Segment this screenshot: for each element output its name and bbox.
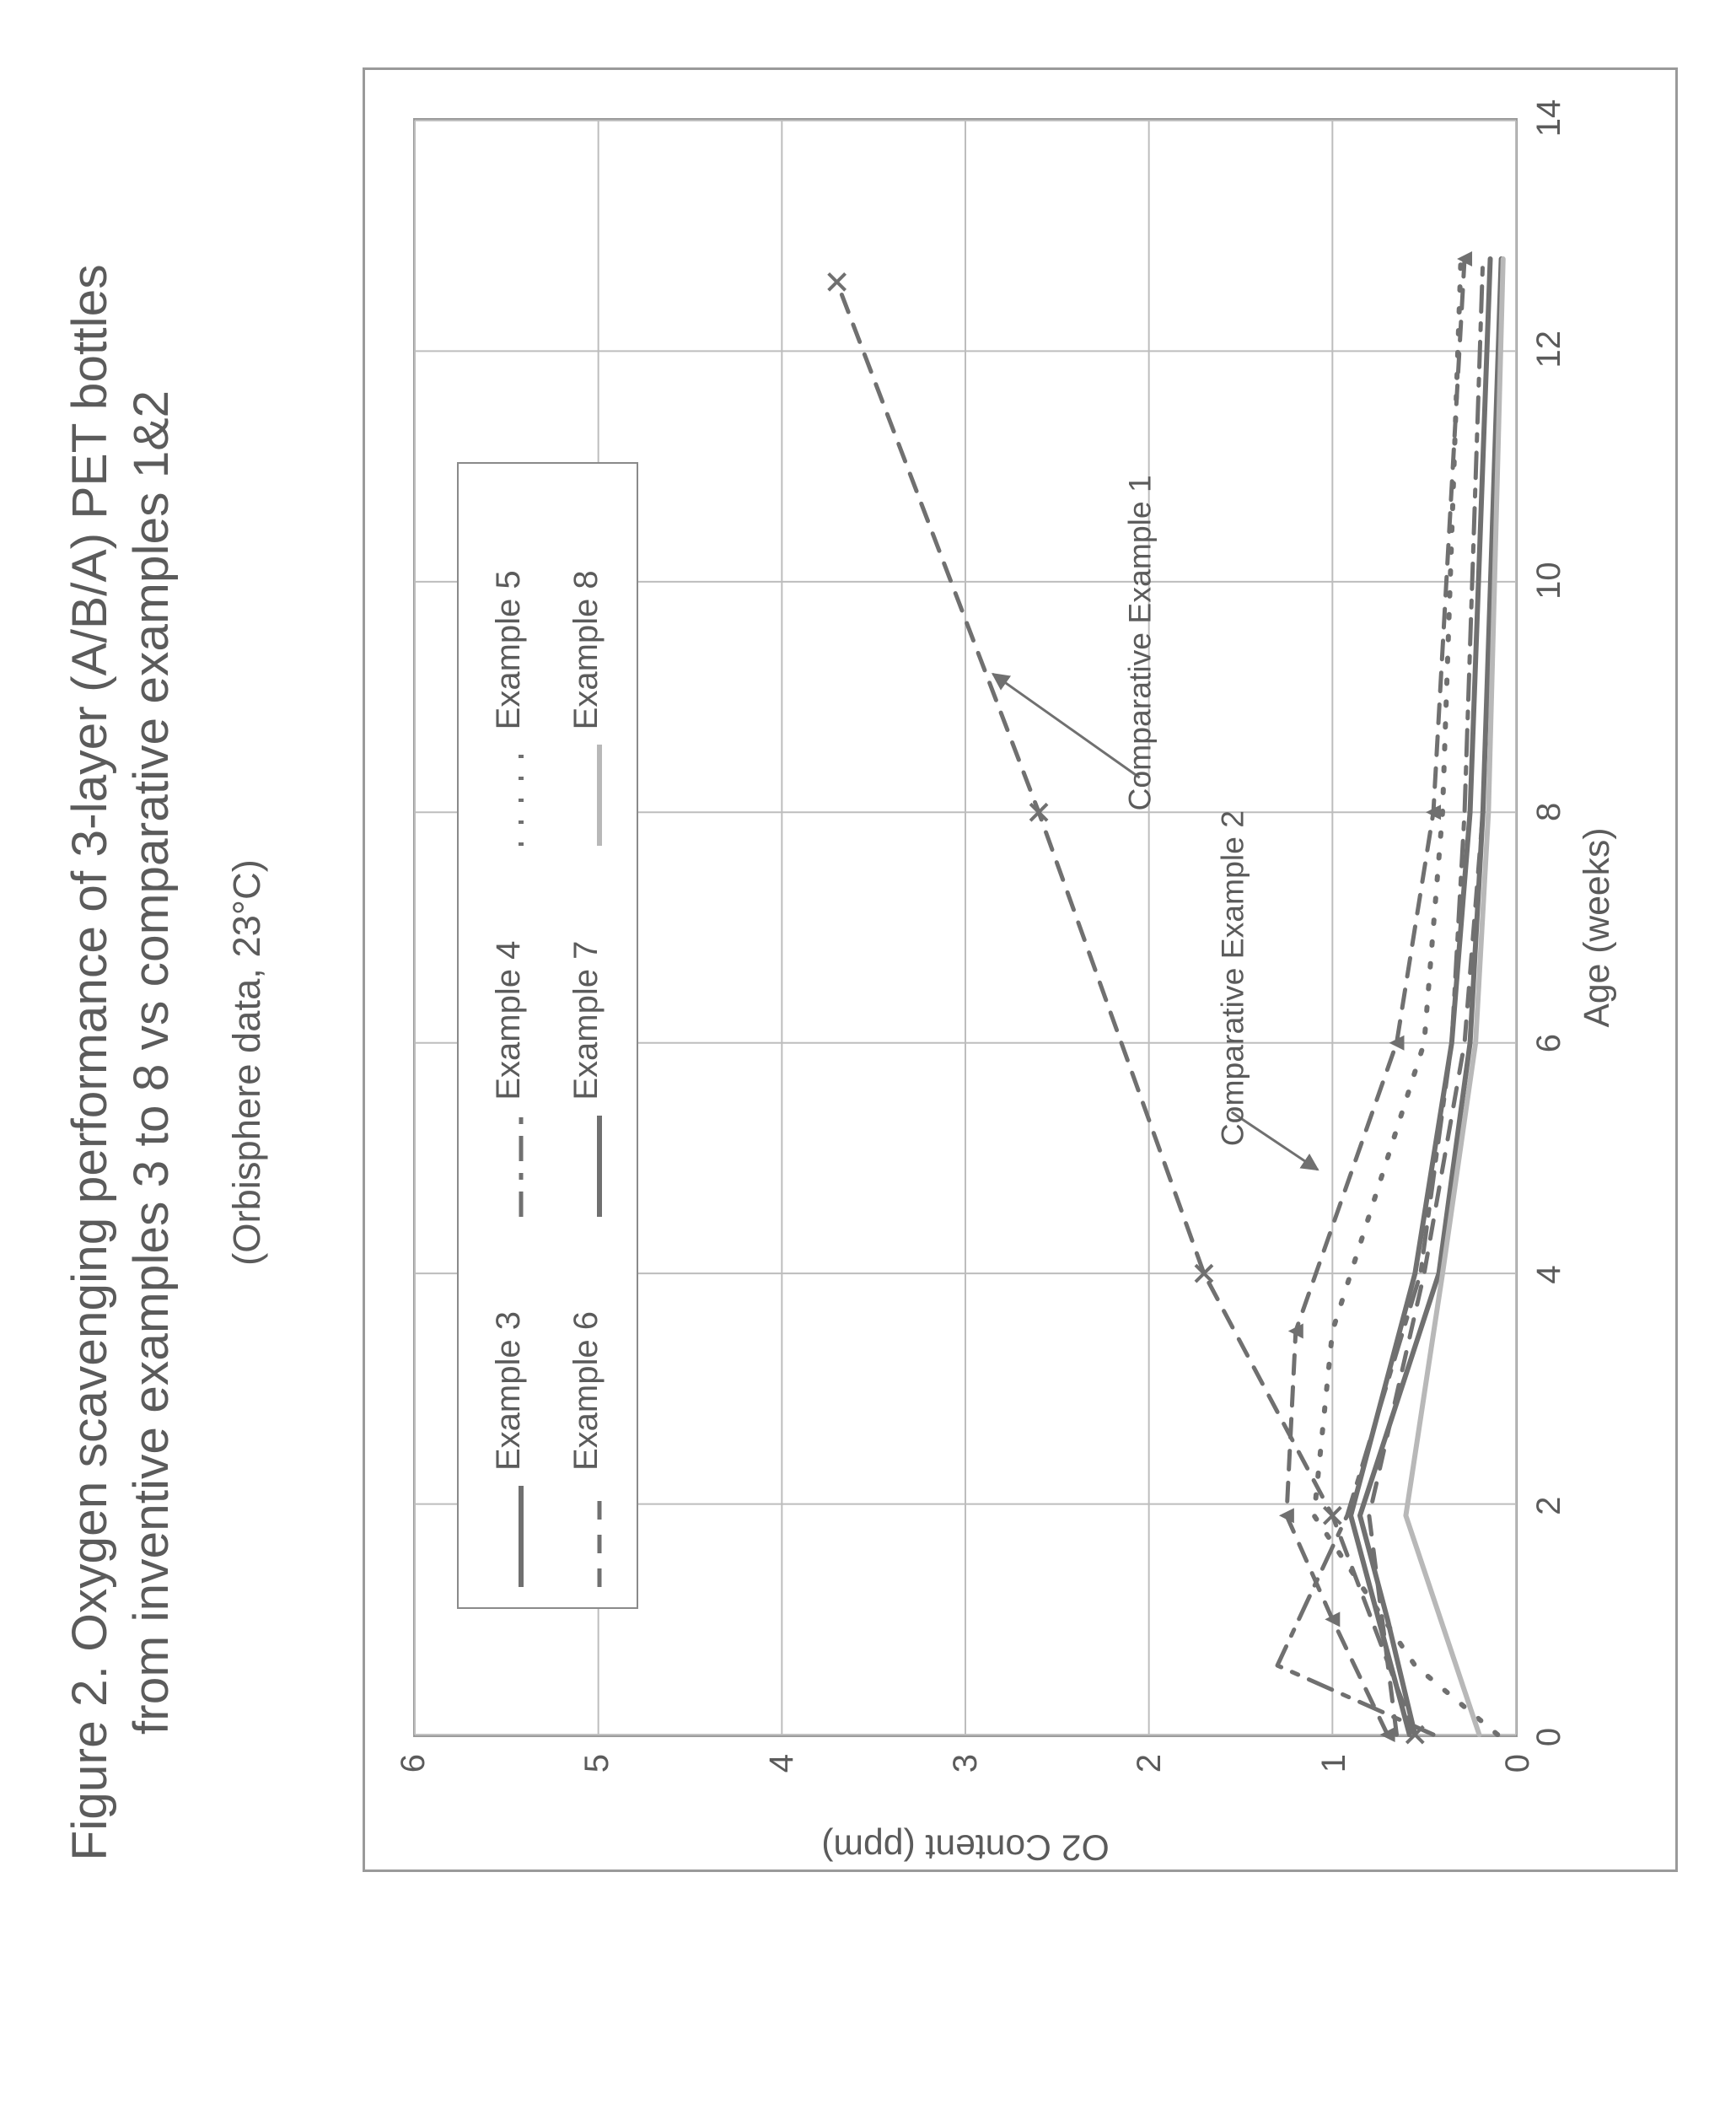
- x-tick-label: 4: [1530, 1249, 1568, 1299]
- legend-label-ex5: Example 5: [490, 570, 528, 729]
- x-tick-label: 6: [1530, 1018, 1568, 1068]
- series-comp2: [1287, 259, 1465, 1735]
- legend-item-ex8: Example 8: [552, 484, 622, 846]
- y-tick-label: 4: [763, 1754, 801, 1800]
- figure-subtitle: (Orbisphere data, 23°C): [225, 0, 269, 2125]
- legend-item-ex4: Example 4: [474, 854, 544, 1216]
- annotation-arrow-0: [993, 674, 1140, 777]
- legend-label-ex6: Example 6: [567, 1311, 605, 1471]
- legend-label-ex3: Example 3: [490, 1311, 528, 1471]
- x-tick-label: 8: [1530, 787, 1568, 837]
- legend-item-ex5: Example 5: [474, 484, 544, 846]
- chart-plot-area: Example 3 Example 4 Example 5 Example 6 Exam…: [413, 118, 1518, 1737]
- chart-legend: Example 3 Example 4 Example 5 Example 6 Exam…: [457, 462, 638, 1609]
- annotation-label-0: Comparative Example 1: [1122, 475, 1158, 810]
- legend-item-ex7: Example 7: [552, 854, 622, 1216]
- y-tick-label: 6: [395, 1754, 433, 1800]
- figure-title: Figure 2. Oxygen scavenging performance …: [59, 0, 183, 2125]
- y-tick-label: 1: [1315, 1754, 1353, 1800]
- legend-item-ex6: Example 6: [552, 1225, 622, 1587]
- x-tick-label: 14: [1530, 93, 1568, 143]
- rotated-stage: Figure 2. Oxygen scavenging performance …: [0, 0, 1736, 2125]
- legend-label-ex4: Example 4: [490, 941, 528, 1100]
- x-axis-title: Age (weeks): [1577, 118, 1618, 1737]
- figure-title-line1: Figure 2. Oxygen scavenging performance …: [59, 0, 121, 2125]
- legend-label-ex8: Example 8: [567, 570, 605, 729]
- y-tick-label: 3: [947, 1754, 985, 1800]
- y-tick-label: 0: [1499, 1754, 1537, 1800]
- legend-item-ex3: Example 3: [474, 1225, 544, 1587]
- y-tick-label: 2: [1131, 1754, 1169, 1800]
- x-tick-label: 2: [1530, 1481, 1568, 1531]
- x-tick-label: 12: [1530, 324, 1568, 374]
- x-tick-label: 10: [1530, 556, 1568, 606]
- annotation-label-1: Comparative Example 2: [1214, 810, 1250, 1146]
- page-root: Figure 2. Oxygen scavenging performance …: [0, 0, 1736, 2125]
- legend-label-ex7: Example 7: [567, 941, 605, 1100]
- y-axis-title: O2 Content (ppm): [821, 1826, 1109, 1868]
- figure-title-line2: from inventive examples 3 to 8 vs compar…: [121, 0, 182, 2125]
- y-tick-label: 5: [578, 1754, 616, 1800]
